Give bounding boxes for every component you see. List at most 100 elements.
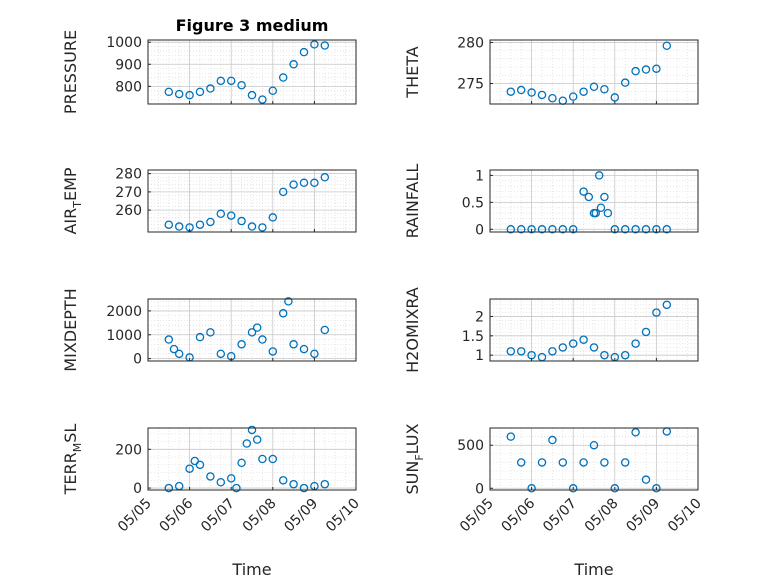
data-point <box>620 350 630 360</box>
data-point <box>516 458 526 467</box>
data-point <box>185 90 194 100</box>
data-point <box>174 89 184 99</box>
data-point <box>289 479 298 489</box>
data-point <box>579 187 588 196</box>
subplot-h2omixra: 1 1.5 2 H2OMIXRA <box>403 287 699 373</box>
data-point <box>579 87 588 96</box>
data-point <box>600 84 609 94</box>
data-point <box>252 323 262 332</box>
x-tick-label: 05/07 <box>540 496 580 536</box>
series-pressure <box>164 40 330 104</box>
chart-title: Figure 3 medium <box>176 16 329 35</box>
data-point <box>589 343 599 352</box>
y-tick-label: 280 <box>115 167 142 183</box>
subplot-theta: 275 280 THETA <box>403 35 699 105</box>
data-point <box>299 344 309 354</box>
data-point <box>237 458 246 468</box>
axes-box <box>489 427 699 491</box>
data-point <box>568 484 578 493</box>
data-point <box>299 47 309 57</box>
data-point <box>310 349 319 359</box>
data-point <box>174 222 184 231</box>
data-point <box>652 64 661 73</box>
data-point <box>641 65 651 74</box>
y-tick-label: 260 <box>115 203 142 219</box>
data-point <box>600 458 609 467</box>
data-point <box>195 220 205 229</box>
y-tick-label: 200 <box>115 442 142 458</box>
data-point <box>320 479 330 489</box>
x-axis-label-right: Time <box>573 560 613 579</box>
series-terr-msl <box>164 425 330 493</box>
data-point <box>237 216 246 226</box>
y-tick-label: 1000 <box>106 35 142 51</box>
data-point <box>631 339 640 348</box>
data-point <box>594 171 604 180</box>
subplot-pressure: 800 900 1000 PRESSURE <box>61 30 357 114</box>
series-rainfall <box>506 171 672 234</box>
data-point <box>258 454 267 464</box>
series-air-temp <box>164 173 330 232</box>
data-point <box>548 435 557 445</box>
axes-box <box>489 39 699 105</box>
x-tick-label: 05/09 <box>623 496 663 536</box>
data-point <box>516 85 526 95</box>
data-point <box>310 178 319 188</box>
data-point <box>652 225 661 234</box>
data-point <box>568 92 578 101</box>
y-axis-label: AIRTEMP <box>61 167 84 234</box>
x-tick-label: 05/05 <box>457 496 497 536</box>
y-tick-label: 1 <box>475 168 484 184</box>
data-point <box>662 300 672 310</box>
y-tick-label: 800 <box>115 79 142 95</box>
data-point <box>185 464 194 473</box>
data-point <box>284 297 293 306</box>
data-point <box>268 213 278 222</box>
data-point <box>320 325 330 335</box>
data-point <box>169 344 179 354</box>
data-point <box>247 328 257 337</box>
data-point <box>216 209 226 219</box>
y-tick-label: 275 <box>457 76 484 92</box>
series-theta <box>506 41 672 105</box>
x-tick-label: 05/07 <box>198 496 238 536</box>
data-point <box>278 476 288 485</box>
y-axis-label: MIXDEPTH <box>61 288 80 371</box>
data-point <box>268 454 278 464</box>
data-point <box>226 76 236 86</box>
data-point <box>247 425 257 435</box>
data-point <box>206 328 215 337</box>
y-tick-label: 280 <box>457 35 484 51</box>
data-point <box>164 220 174 229</box>
data-point <box>516 225 526 234</box>
data-point <box>610 225 620 234</box>
axes-box <box>147 427 357 491</box>
data-point <box>289 180 298 189</box>
data-point <box>631 66 640 76</box>
data-point <box>652 484 661 493</box>
y-tick-label: 1.5 <box>462 329 484 345</box>
data-point <box>289 60 298 69</box>
y-tick-label: 1 <box>475 348 484 364</box>
data-point <box>216 477 226 487</box>
data-point <box>558 458 568 467</box>
data-point <box>568 225 578 234</box>
data-point <box>527 225 536 234</box>
data-point <box>258 223 267 232</box>
data-point <box>589 82 599 92</box>
data-point <box>206 217 215 227</box>
y-tick-label: 1000 <box>106 328 142 344</box>
data-point <box>641 475 651 484</box>
data-point <box>596 203 606 212</box>
data-point <box>548 94 557 103</box>
data-point <box>537 225 547 234</box>
data-point <box>662 225 672 234</box>
data-point <box>195 332 205 342</box>
data-point <box>558 225 568 234</box>
data-point <box>164 483 174 493</box>
data-point <box>568 339 578 348</box>
x-tick-label: 05/08 <box>240 496 280 536</box>
subplot-mixdepth: 0 1000 2000 MIXDEPTH <box>61 288 357 372</box>
data-point <box>537 458 547 467</box>
